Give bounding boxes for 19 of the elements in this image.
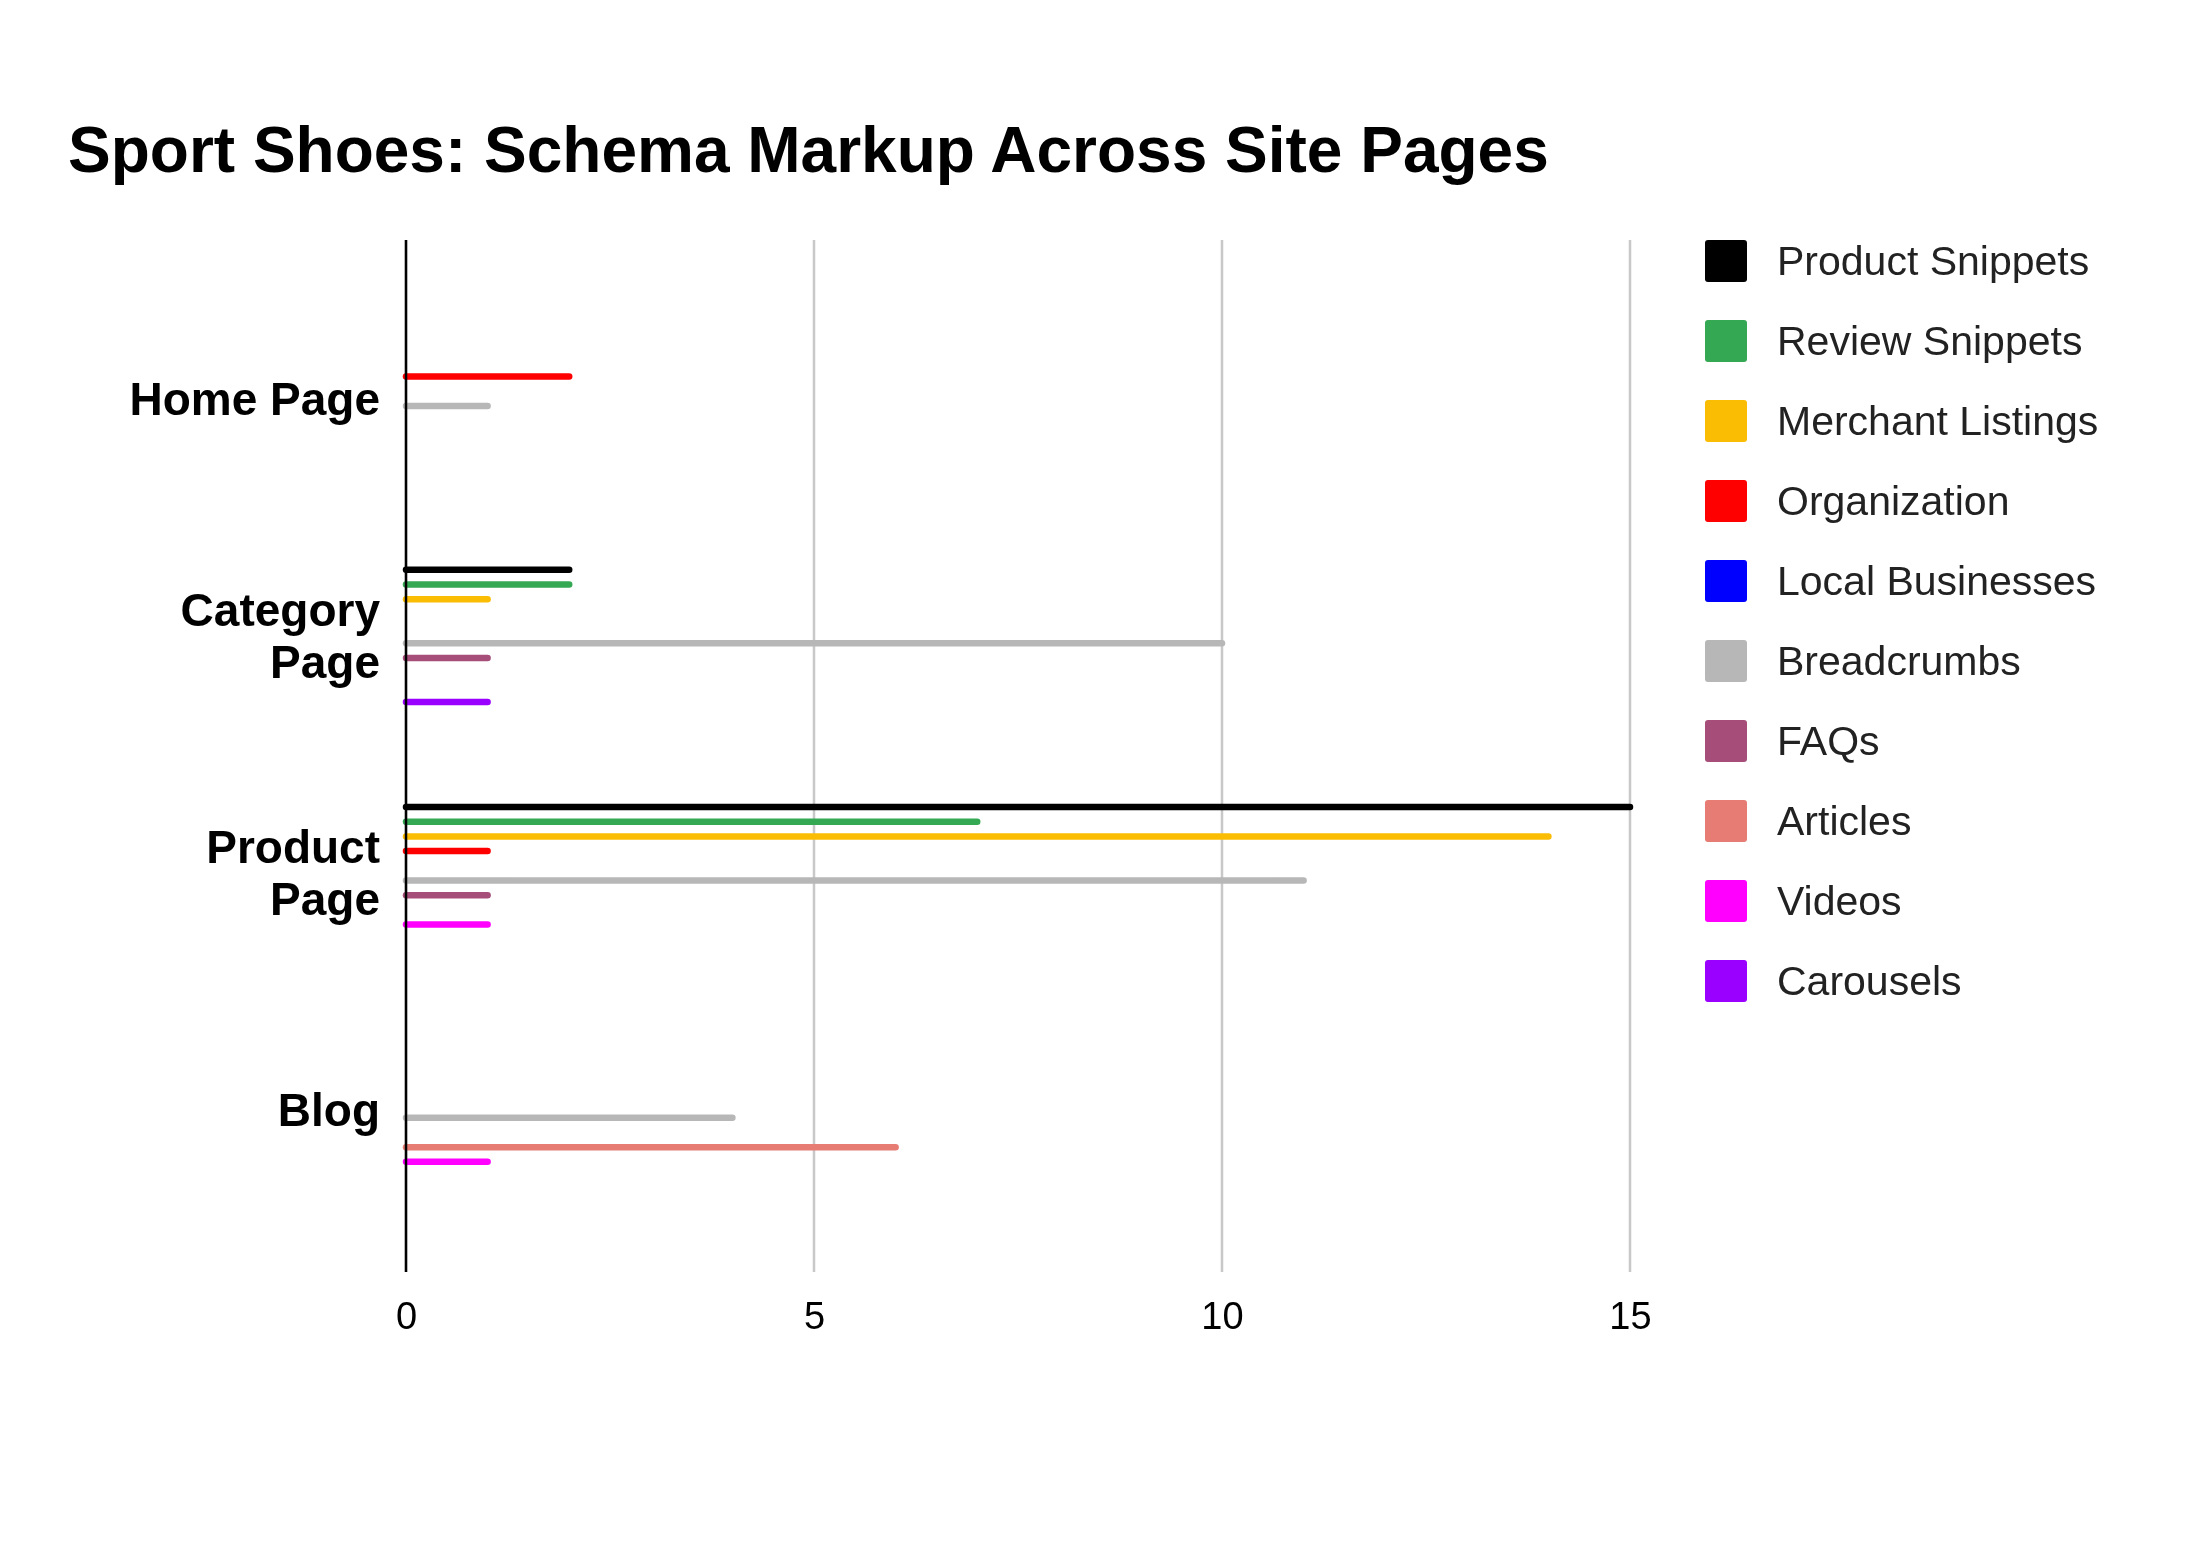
legend-label: Breadcrumbs	[1777, 638, 2021, 684]
legend-label: Organization	[1777, 478, 2010, 524]
legend-label: Carousels	[1777, 958, 1962, 1004]
legend-label: Merchant Listings	[1777, 398, 2099, 444]
y-tick-label: Blog	[277, 1084, 380, 1137]
x-tick-label: 10	[1201, 1294, 1244, 1337]
legend-label: Review Snippets	[1777, 318, 2083, 364]
legend-label: Local Businesses	[1777, 558, 2097, 604]
chart-title: Sport Shoes: Schema Markup Across Site Pages	[68, 114, 1549, 186]
x-tick-label: 15	[1609, 1294, 1652, 1337]
x-tick-label: 0	[395, 1294, 418, 1337]
y-tick-label: Home Page	[129, 372, 380, 425]
x-tick-label: 5	[803, 1294, 826, 1337]
legend-label: FAQs	[1777, 718, 1880, 764]
legend-label: Videos	[1777, 878, 1902, 924]
y-tick-label: Product Page	[206, 821, 380, 926]
legend-label: Articles	[1777, 798, 1912, 844]
y-tick-label: Category Page	[180, 583, 381, 688]
legend-label: Product Snippets	[1777, 238, 2090, 284]
